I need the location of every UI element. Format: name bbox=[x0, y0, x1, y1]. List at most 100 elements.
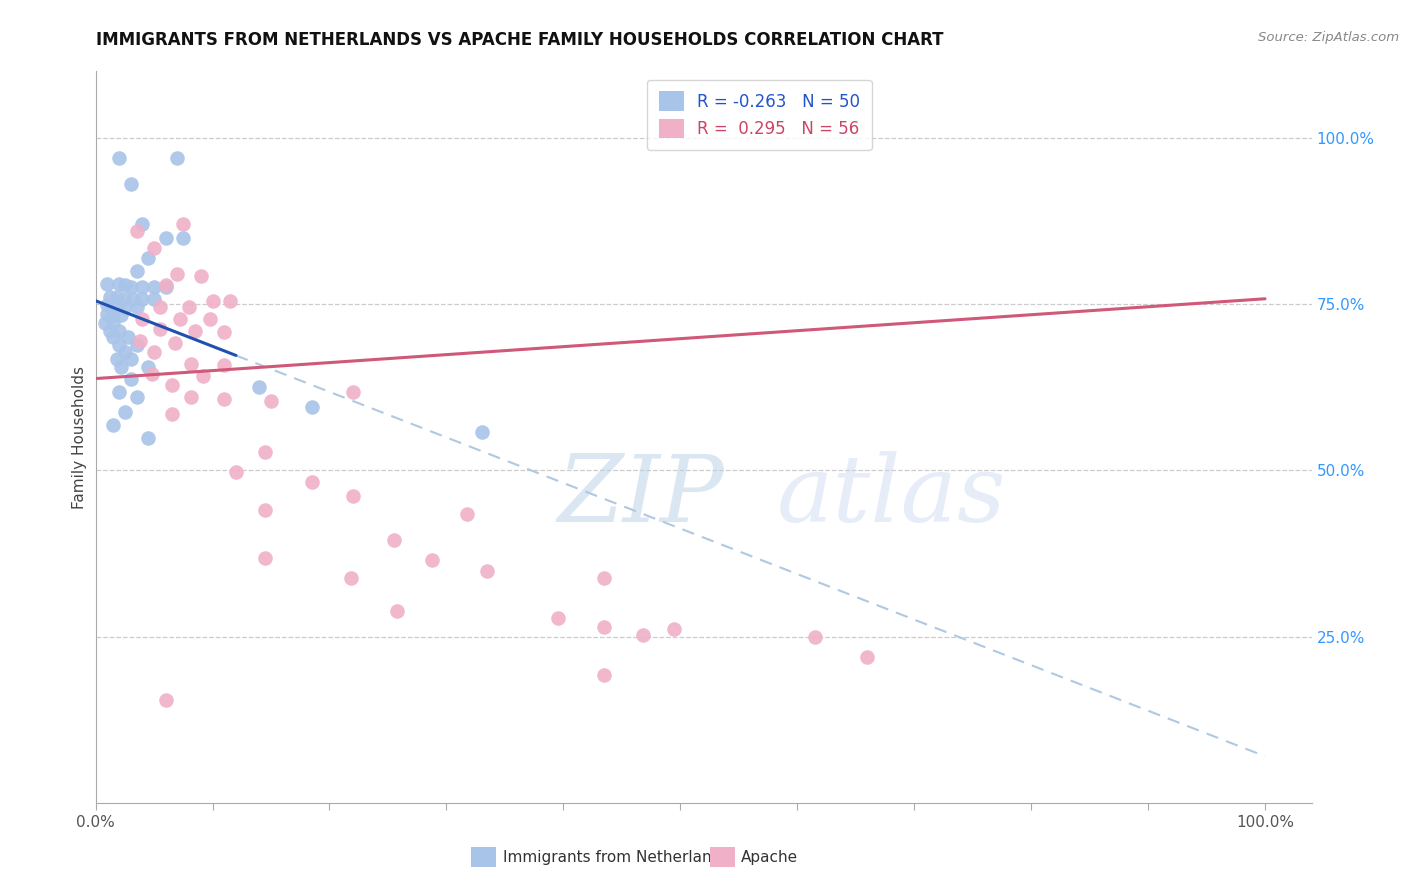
Point bbox=[120, 351, 142, 366]
Text: Source: ZipAtlas.com: Source: ZipAtlas.com bbox=[1258, 31, 1399, 45]
Point bbox=[131, 292, 153, 306]
Point bbox=[131, 280, 153, 294]
Point bbox=[125, 338, 148, 352]
Text: atlas: atlas bbox=[776, 450, 1007, 541]
Point bbox=[114, 278, 136, 293]
Point bbox=[422, 553, 444, 567]
Point bbox=[108, 324, 131, 338]
Point bbox=[247, 380, 270, 394]
Point bbox=[143, 292, 166, 306]
Point bbox=[110, 309, 132, 323]
Point bbox=[301, 475, 323, 490]
Point bbox=[105, 298, 128, 312]
Point bbox=[339, 571, 361, 585]
Point bbox=[190, 269, 212, 284]
Point bbox=[664, 622, 686, 636]
Legend: R = -0.263   N = 50, R =  0.295   N = 56: R = -0.263 N = 50, R = 0.295 N = 56 bbox=[647, 79, 872, 150]
Point bbox=[117, 330, 139, 344]
Text: Apache: Apache bbox=[741, 850, 799, 864]
Point bbox=[631, 628, 654, 642]
Point bbox=[260, 393, 283, 408]
Point bbox=[166, 151, 188, 165]
Point bbox=[200, 311, 222, 326]
Point bbox=[856, 649, 879, 664]
Point bbox=[114, 345, 136, 359]
Point bbox=[114, 405, 136, 419]
Point bbox=[101, 330, 124, 344]
Point bbox=[108, 151, 131, 165]
Point bbox=[96, 298, 118, 312]
Point bbox=[172, 217, 194, 231]
Point bbox=[101, 309, 124, 323]
Point bbox=[165, 335, 187, 350]
Text: ZIP: ZIP bbox=[558, 450, 724, 541]
Point bbox=[98, 324, 121, 338]
Point bbox=[166, 267, 188, 281]
Point bbox=[387, 604, 409, 618]
Point bbox=[254, 444, 277, 458]
Point bbox=[219, 293, 242, 308]
Point bbox=[96, 277, 118, 292]
Point bbox=[125, 264, 148, 278]
Point bbox=[254, 551, 277, 566]
Text: Immigrants from Netherlands: Immigrants from Netherlands bbox=[503, 850, 730, 864]
Point bbox=[593, 619, 616, 633]
Point bbox=[143, 280, 166, 294]
Point bbox=[172, 230, 194, 244]
Point bbox=[212, 325, 235, 339]
Point bbox=[105, 290, 128, 304]
Point bbox=[122, 292, 145, 306]
Point bbox=[342, 489, 364, 503]
Point bbox=[342, 384, 364, 399]
Point bbox=[547, 611, 569, 625]
Point bbox=[593, 571, 616, 585]
Y-axis label: Family Households: Family Households bbox=[72, 366, 87, 508]
Point bbox=[105, 351, 128, 366]
Point bbox=[98, 290, 121, 304]
Point bbox=[180, 357, 202, 371]
Point bbox=[179, 301, 201, 315]
Point bbox=[184, 324, 207, 338]
Point bbox=[160, 407, 183, 421]
Point bbox=[212, 358, 235, 372]
Point bbox=[456, 507, 478, 521]
Point bbox=[125, 224, 148, 238]
Point bbox=[180, 390, 202, 404]
Point bbox=[470, 425, 492, 439]
Point bbox=[155, 230, 177, 244]
Point bbox=[254, 503, 277, 517]
Text: IMMIGRANTS FROM NETHERLANDS VS APACHE FAMILY HOUSEHOLDS CORRELATION CHART: IMMIGRANTS FROM NETHERLANDS VS APACHE FA… bbox=[96, 31, 943, 49]
Point bbox=[225, 465, 247, 479]
Point bbox=[143, 345, 166, 359]
Point bbox=[169, 311, 191, 326]
Point bbox=[136, 251, 159, 265]
Point bbox=[94, 316, 117, 330]
Point bbox=[160, 378, 183, 392]
Point bbox=[101, 316, 124, 330]
Point bbox=[193, 368, 215, 383]
Point bbox=[101, 418, 124, 433]
Point bbox=[301, 400, 323, 414]
Point bbox=[593, 668, 616, 682]
Point bbox=[382, 533, 405, 548]
Point bbox=[131, 217, 153, 231]
Point bbox=[149, 322, 172, 336]
Point bbox=[212, 392, 235, 406]
Point bbox=[108, 384, 131, 399]
Point bbox=[477, 565, 499, 579]
Point bbox=[129, 334, 152, 348]
Point bbox=[155, 280, 177, 294]
Point bbox=[143, 241, 166, 255]
Point bbox=[155, 692, 177, 706]
Point bbox=[125, 301, 148, 315]
Point bbox=[108, 277, 131, 292]
Point bbox=[149, 301, 172, 315]
Point bbox=[125, 390, 148, 404]
Point bbox=[112, 292, 135, 306]
Point bbox=[804, 630, 827, 644]
Point bbox=[120, 178, 142, 192]
Point bbox=[120, 280, 142, 294]
Point bbox=[155, 278, 177, 293]
Point bbox=[141, 367, 163, 381]
Point bbox=[114, 301, 136, 315]
